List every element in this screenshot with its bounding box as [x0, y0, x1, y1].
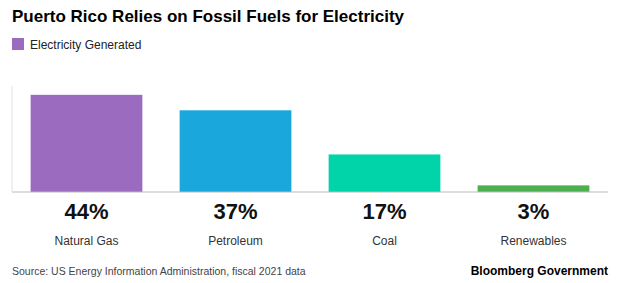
- bar: [478, 185, 590, 192]
- bars: [31, 95, 590, 192]
- x-axis-line: [12, 192, 608, 193]
- bar: [31, 95, 143, 192]
- data-label: 3%: [518, 199, 550, 224]
- y-axis-line: [12, 86, 13, 192]
- bar: [180, 110, 292, 192]
- brand: Bloomberg Government: [471, 264, 608, 278]
- data-label: 37%: [213, 199, 257, 224]
- chart: Puerto Rico Relies on Fossil Fuels for E…: [0, 0, 620, 283]
- category-label: Renewables: [500, 234, 566, 248]
- data-label: 44%: [64, 199, 108, 224]
- title: Puerto Rico Relies on Fossil Fuels for E…: [12, 7, 405, 26]
- category-label: Natural Gas: [54, 234, 118, 248]
- legend: Electricity Generated: [12, 38, 141, 52]
- category-label: Petroleum: [208, 234, 263, 248]
- source: Source: US Energy Information Administra…: [12, 265, 306, 277]
- category-label: Coal: [372, 234, 397, 248]
- bar: [329, 154, 441, 192]
- legend-label: Electricity Generated: [30, 38, 141, 52]
- legend-swatch: [12, 38, 24, 50]
- data-label: 17%: [362, 199, 406, 224]
